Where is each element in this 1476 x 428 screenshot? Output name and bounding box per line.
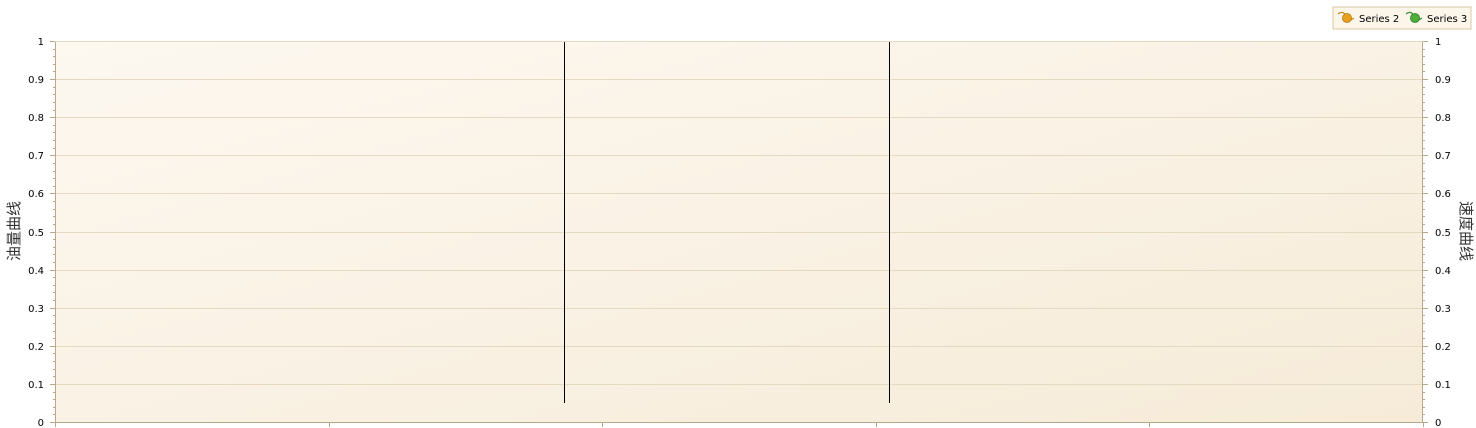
right-y-axis: 0 0.1 0.2 0.3 0.4 0.5 0.6 0.7 0.8 0.9 1 (1423, 37, 1451, 428)
left-tick-label: 0.3 (28, 304, 44, 315)
left-tick-label: 1 (38, 37, 44, 48)
legend-item-series-3: Series 3 (1405, 11, 1467, 25)
right-tick-label: 0.9 (1435, 75, 1451, 86)
right-tick-label: 0.8 (1435, 113, 1451, 124)
left-y-axis: 0 0.1 0.2 0.3 0.4 0.5 0.6 0.7 0.8 0.9 1 (28, 37, 55, 428)
legend-item-series-2: Series 2 (1337, 11, 1399, 25)
right-tick-label: 0.1 (1435, 380, 1451, 391)
legend-box (1332, 6, 1472, 30)
series-3-marker-icon (1410, 13, 1420, 23)
right-tick-label: 0.3 (1435, 304, 1451, 315)
right-tick-label: 1 (1435, 37, 1441, 48)
series-2-marker-icon (1342, 13, 1352, 23)
left-tick-label: 0.7 (28, 151, 44, 162)
left-tick-label: 0.2 (28, 342, 44, 353)
grid-lines (55, 79, 1423, 385)
right-tick-label: 0.7 (1435, 151, 1451, 162)
left-axis-title: 油量曲线 (5, 201, 23, 261)
left-tick-label: 0.9 (28, 75, 44, 86)
left-tick-label: 0.6 (28, 189, 44, 200)
legend-label-series-3: Series 3 (1427, 14, 1467, 25)
left-tick-label: 0 (38, 418, 44, 428)
right-axis-title: 速度曲线 (1457, 201, 1475, 261)
legend-label-series-2: Series 2 (1359, 14, 1399, 25)
left-tick-label: 0.4 (28, 266, 44, 277)
vertical-markers (564, 41, 890, 403)
left-tick-label: 0.1 (28, 380, 44, 391)
x-axis (55, 422, 1424, 427)
plot-area (55, 41, 1423, 422)
right-tick-label: 0.2 (1435, 342, 1451, 353)
right-tick-label: 0.4 (1435, 266, 1451, 277)
axes (55, 41, 1423, 423)
legend: Series 2 Series 3 (1332, 6, 1472, 30)
left-tick-label: 0.5 (28, 228, 44, 239)
right-tick-label: 0.5 (1435, 228, 1451, 239)
right-tick-label: 0 (1435, 418, 1441, 428)
left-tick-label: 0.8 (28, 113, 44, 124)
right-tick-label: 0.6 (1435, 189, 1451, 200)
